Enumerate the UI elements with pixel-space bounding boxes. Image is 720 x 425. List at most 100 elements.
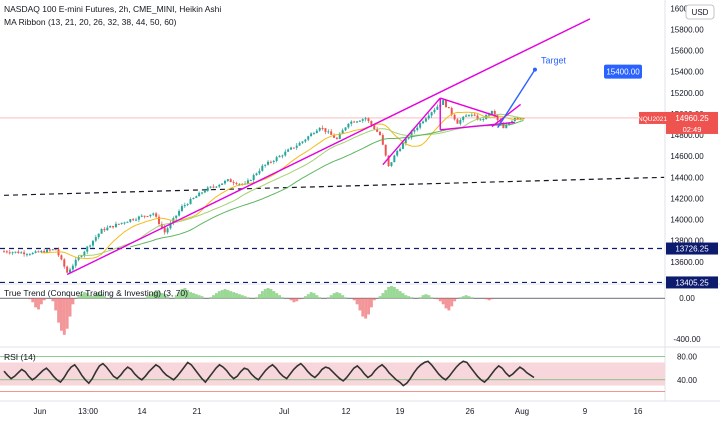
- histogram-bar: [292, 298, 296, 303]
- candle-body: [281, 155, 284, 157]
- candle-body: [401, 143, 404, 149]
- histogram-bar: [28, 298, 32, 300]
- candle-body: [94, 237, 97, 241]
- candle-body: [467, 115, 470, 117]
- histogram-bar: [68, 298, 72, 317]
- histogram-bar: [62, 298, 66, 335]
- target-price-tag-label: 15400.00: [606, 68, 640, 77]
- candle-body: [129, 219, 132, 222]
- trendline: [440, 121, 515, 131]
- histogram-bar: [329, 295, 333, 299]
- candle-body: [175, 215, 178, 219]
- candle-body: [17, 251, 20, 254]
- histogram-bar: [272, 291, 276, 299]
- candle-body: [91, 240, 94, 246]
- histogram-bar: [401, 293, 405, 299]
- axis-price-tag-label: 13405.25: [675, 278, 709, 287]
- histogram-bar: [364, 298, 368, 319]
- histogram-bar: [450, 298, 454, 307]
- ma-ribbon-line: [41, 111, 524, 260]
- candle-body: [80, 255, 83, 257]
- histogram-bar: [154, 290, 158, 299]
- candle-body: [40, 250, 43, 253]
- candle-body: [267, 161, 270, 165]
- histogram-bar: [298, 298, 302, 300]
- histogram-bar: [243, 296, 247, 299]
- histogram-bar: [39, 298, 43, 305]
- price-tick-label: 14600.00: [670, 152, 704, 161]
- target-price-tag: [604, 64, 642, 79]
- trendline: [440, 97, 498, 118]
- histogram-bar: [275, 293, 279, 299]
- histogram-bar: [80, 294, 83, 299]
- histogram-bar: [214, 293, 218, 299]
- histogram-bar: [186, 290, 190, 299]
- candle-body: [255, 173, 258, 176]
- candle-body: [86, 246, 89, 252]
- rsi-tick-label: 80.00: [677, 353, 698, 362]
- histogram-bar: [194, 294, 198, 299]
- histogram-bar: [212, 295, 216, 299]
- histogram-bar: [229, 291, 233, 299]
- candle-body: [252, 175, 255, 181]
- price-tick-label: 14800.00: [670, 131, 704, 140]
- horizontal-levels: [0, 117, 665, 284]
- histogram-bar: [148, 294, 152, 299]
- candle-body: [155, 213, 158, 217]
- histogram-bar: [235, 293, 238, 299]
- countdown-tag: [666, 123, 718, 134]
- candle-body: [496, 115, 499, 121]
- candle-series: [3, 98, 525, 274]
- trendline: [66, 18, 591, 276]
- histogram-bar: [341, 295, 345, 299]
- histogram-bar: [255, 297, 259, 299]
- candle-body: [140, 215, 143, 217]
- histogram-bar: [332, 293, 336, 299]
- histogram-bar: [430, 297, 434, 299]
- candle-body: [416, 127, 419, 131]
- candle-body: [376, 129, 379, 132]
- candle-body: [198, 192, 201, 197]
- price-tick-label: 14200.00: [670, 194, 704, 203]
- candle-body: [152, 213, 155, 215]
- histogram-bar: [424, 294, 428, 299]
- histogram-bar: [461, 296, 465, 299]
- ma-ribbon-line: [130, 120, 524, 248]
- histogram-bar: [326, 297, 330, 299]
- histogram-bar: [157, 291, 161, 299]
- candle-body: [3, 251, 5, 253]
- price-tick-label: 14400.00: [670, 173, 704, 182]
- histogram-bar: [189, 292, 193, 299]
- candle-body: [163, 227, 166, 233]
- candle-body: [69, 269, 72, 273]
- candle-body: [499, 120, 502, 124]
- histogram-bar: [352, 298, 356, 301]
- axis-price-tag: [666, 242, 718, 255]
- candle-body: [209, 186, 212, 188]
- histogram-bar: [65, 298, 69, 329]
- candle-body: [201, 192, 204, 194]
- candle-body: [399, 148, 402, 151]
- histogram-bar: [269, 289, 273, 299]
- candle-body: [212, 186, 215, 188]
- histogram-bar: [232, 292, 236, 299]
- candle-body: [166, 228, 169, 233]
- histogram-bar: [246, 297, 250, 299]
- currency-button[interactable]: USD: [685, 4, 715, 20]
- histogram-bar: [369, 298, 373, 308]
- histogram-bar: [378, 296, 382, 299]
- candle-body: [264, 164, 267, 166]
- histogram-bar: [289, 298, 293, 301]
- histogram-bar: [220, 290, 224, 299]
- candle-body: [5, 251, 8, 253]
- candle-body: [422, 121, 425, 124]
- candle-body: [221, 183, 224, 185]
- candle-body: [427, 115, 430, 119]
- histogram-bar: [315, 295, 319, 299]
- candle-body: [482, 118, 485, 120]
- candle-body: [465, 115, 468, 117]
- histogram-bar: [263, 289, 267, 299]
- candle-body: [34, 251, 37, 253]
- histogram-bar: [217, 291, 221, 299]
